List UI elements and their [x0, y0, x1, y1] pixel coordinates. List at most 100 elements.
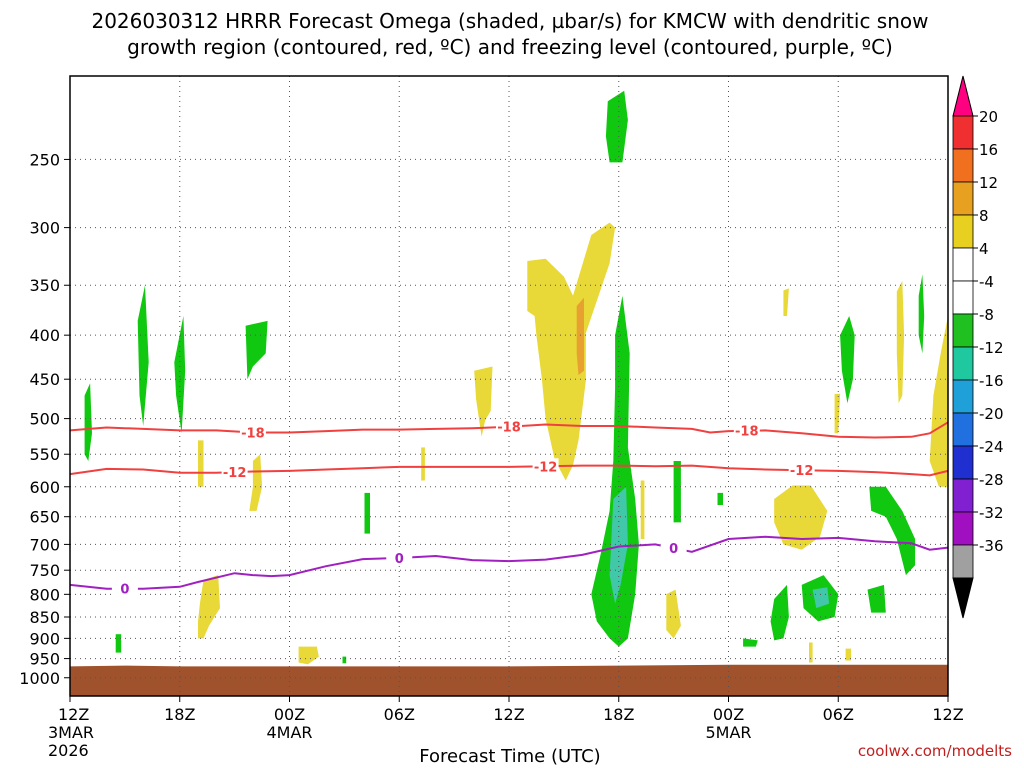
- x-tick-date-0: 3MAR: [48, 723, 94, 742]
- contour-label-bg-0-2: [733, 422, 760, 438]
- y-tick-label-700: 700: [29, 535, 60, 554]
- colorbar-label-3: 12: [979, 174, 998, 192]
- colorbar-segment-4: [952, 214, 974, 249]
- x-tick-date-6: 5MAR: [705, 723, 751, 742]
- omega-region-g-41-teal: [812, 587, 830, 609]
- omega-region-jet-column: [527, 222, 616, 481]
- colorbar-segment-1: [952, 115, 974, 150]
- omega-region-y-44-sfc: [896, 280, 905, 404]
- omega-region-y-38-650: [774, 485, 828, 550]
- colorbar-triangle-bottom: [952, 577, 974, 619]
- contour-label-1-0: -12: [223, 466, 247, 481]
- omega-region-y-33-820: [666, 589, 681, 639]
- y-tick-label-550: 550: [29, 445, 60, 464]
- omega-region-y-19-550: [421, 447, 425, 481]
- contour-label-2-1: 0: [395, 552, 404, 567]
- x-tick-label-4: 12Z: [493, 705, 524, 724]
- omega-region-g-18z-main: [591, 295, 639, 647]
- y-tick-label-300: 300: [29, 219, 60, 238]
- omega-region-y-6-800: [198, 575, 220, 639]
- colorbar-label-1: 20: [979, 108, 998, 126]
- y-tick-label-900: 900: [29, 629, 60, 648]
- omega-region-g-46-350: [918, 274, 925, 354]
- y-tick-label-350: 350: [29, 276, 60, 295]
- colorbar-label-4: 8: [979, 207, 989, 225]
- colorbar-segment-11: [952, 445, 974, 480]
- colorbar-label-9: -16: [979, 372, 1004, 390]
- y-axis-ticks: 250 300 350 400 450 500 550 600 650 700 750 800 850 9…: [19, 150, 70, 688]
- omega-region-y-40-950: [809, 642, 813, 663]
- contour-label-2-2: 0: [669, 542, 678, 557]
- contour-label-bg-1-0: [221, 464, 248, 480]
- y-tick-label-400: 400: [29, 326, 60, 345]
- omega-region-g-35-600: [717, 492, 723, 505]
- credit-text: coolwx.com/modelts: [858, 742, 1012, 760]
- colorbar-segment-8: [952, 346, 974, 381]
- colorbar-label-7: -8: [979, 306, 994, 324]
- y-tick-label-450: 450: [29, 370, 60, 389]
- omega-region-g-10-400: [245, 320, 268, 380]
- colorbar-segment-7: [952, 313, 974, 348]
- omega-region-g-top-18z: [605, 90, 628, 163]
- chart-title-line2: growth region (contoured, red, ºC) and f…: [127, 35, 893, 59]
- contour-label-0-1: -18: [497, 421, 521, 436]
- x-tick-label-7: 06Z: [823, 705, 854, 724]
- colorbar-segment-10: [952, 412, 974, 447]
- omega-region-g-16-650: [364, 492, 370, 534]
- omega-region-g-15-950: [342, 656, 347, 664]
- omega-region-g-4-350: [137, 285, 149, 426]
- omega-region-jet-column-core: [576, 297, 584, 375]
- omega-region-y-42-450: [834, 393, 841, 434]
- y-tick-label-950: 950: [29, 650, 60, 669]
- y-tick-label-850: 850: [29, 608, 60, 627]
- chart-title-line1: 2026030312 HRRR Forecast Omega (shaded, …: [91, 9, 928, 33]
- colorbar: 20 16 12 8 4 -4 -8 -12 -16 -20 -24 -28 -32 -36: [952, 75, 1004, 619]
- omega-region-y-39-300: [783, 288, 789, 316]
- omega-region-g-18z-cyan: [609, 486, 628, 604]
- x-tick-year-0: 2026: [48, 741, 89, 760]
- ground-surface: [70, 664, 948, 696]
- contour-label-1-2: -12: [790, 464, 814, 479]
- colorbar-label-2: 16: [979, 141, 998, 159]
- omega-region-g-6-420: [174, 316, 186, 434]
- omega-region-y-31-640: [640, 480, 645, 539]
- contour-label-0-0: -18: [241, 427, 265, 442]
- y-tick-label-650: 650: [29, 508, 60, 527]
- y-tick-label-500: 500: [29, 410, 60, 429]
- y-tick-label-800: 800: [29, 585, 60, 604]
- plot-area: -18 -18 -18 -12 -12 -12 0 0 0: [69, 75, 949, 697]
- omega-region-y-10-600: [249, 454, 263, 511]
- colorbar-segment-2: [952, 148, 974, 183]
- colorbar-segment-13: [952, 511, 974, 546]
- omega-region-y-20-0z: [474, 366, 493, 437]
- contour-label-bg-2-1: [386, 550, 413, 566]
- x-tick-label-6: 00Z: [713, 705, 744, 724]
- colorbar-segment-9: [952, 379, 974, 414]
- contour-label-bg-1-1: [532, 458, 559, 474]
- x-tick-label-8: 12Z: [932, 705, 963, 724]
- omega-region-g-45-650: [869, 486, 916, 576]
- y-tick-label-1000: 1000: [19, 669, 60, 688]
- colorbar-label-14: -36: [979, 537, 1004, 555]
- omega-region-g-33-600: [673, 461, 681, 523]
- contour-label-0-2: -18: [735, 425, 759, 440]
- colorbar-label-12: -28: [979, 471, 1004, 489]
- y-tick-label-600: 600: [29, 478, 60, 497]
- y-tick-label-750: 750: [29, 561, 60, 580]
- colorbar-label-13: -32: [979, 504, 1004, 522]
- colorbar-label-8: -12: [979, 339, 1004, 357]
- colorbar-label-10: -20: [979, 405, 1004, 423]
- omega-region-g-1-450: [84, 383, 92, 461]
- x-tick-label-0: 12Z: [58, 705, 89, 724]
- x-axis-title: Forecast Time (UTC): [419, 746, 600, 767]
- contour-label-1-1: -12: [534, 460, 558, 475]
- contour-label-bg-0-0: [239, 424, 266, 440]
- y-tick-label-250: 250: [29, 150, 60, 169]
- x-tick-label-2: 00Z: [274, 705, 305, 724]
- omega-region-g-3-900: [115, 634, 122, 653]
- colorbar-segment-14: [952, 544, 974, 579]
- contour-label-bg-1-2: [788, 462, 815, 478]
- contour-label-2-0: 0: [120, 583, 129, 598]
